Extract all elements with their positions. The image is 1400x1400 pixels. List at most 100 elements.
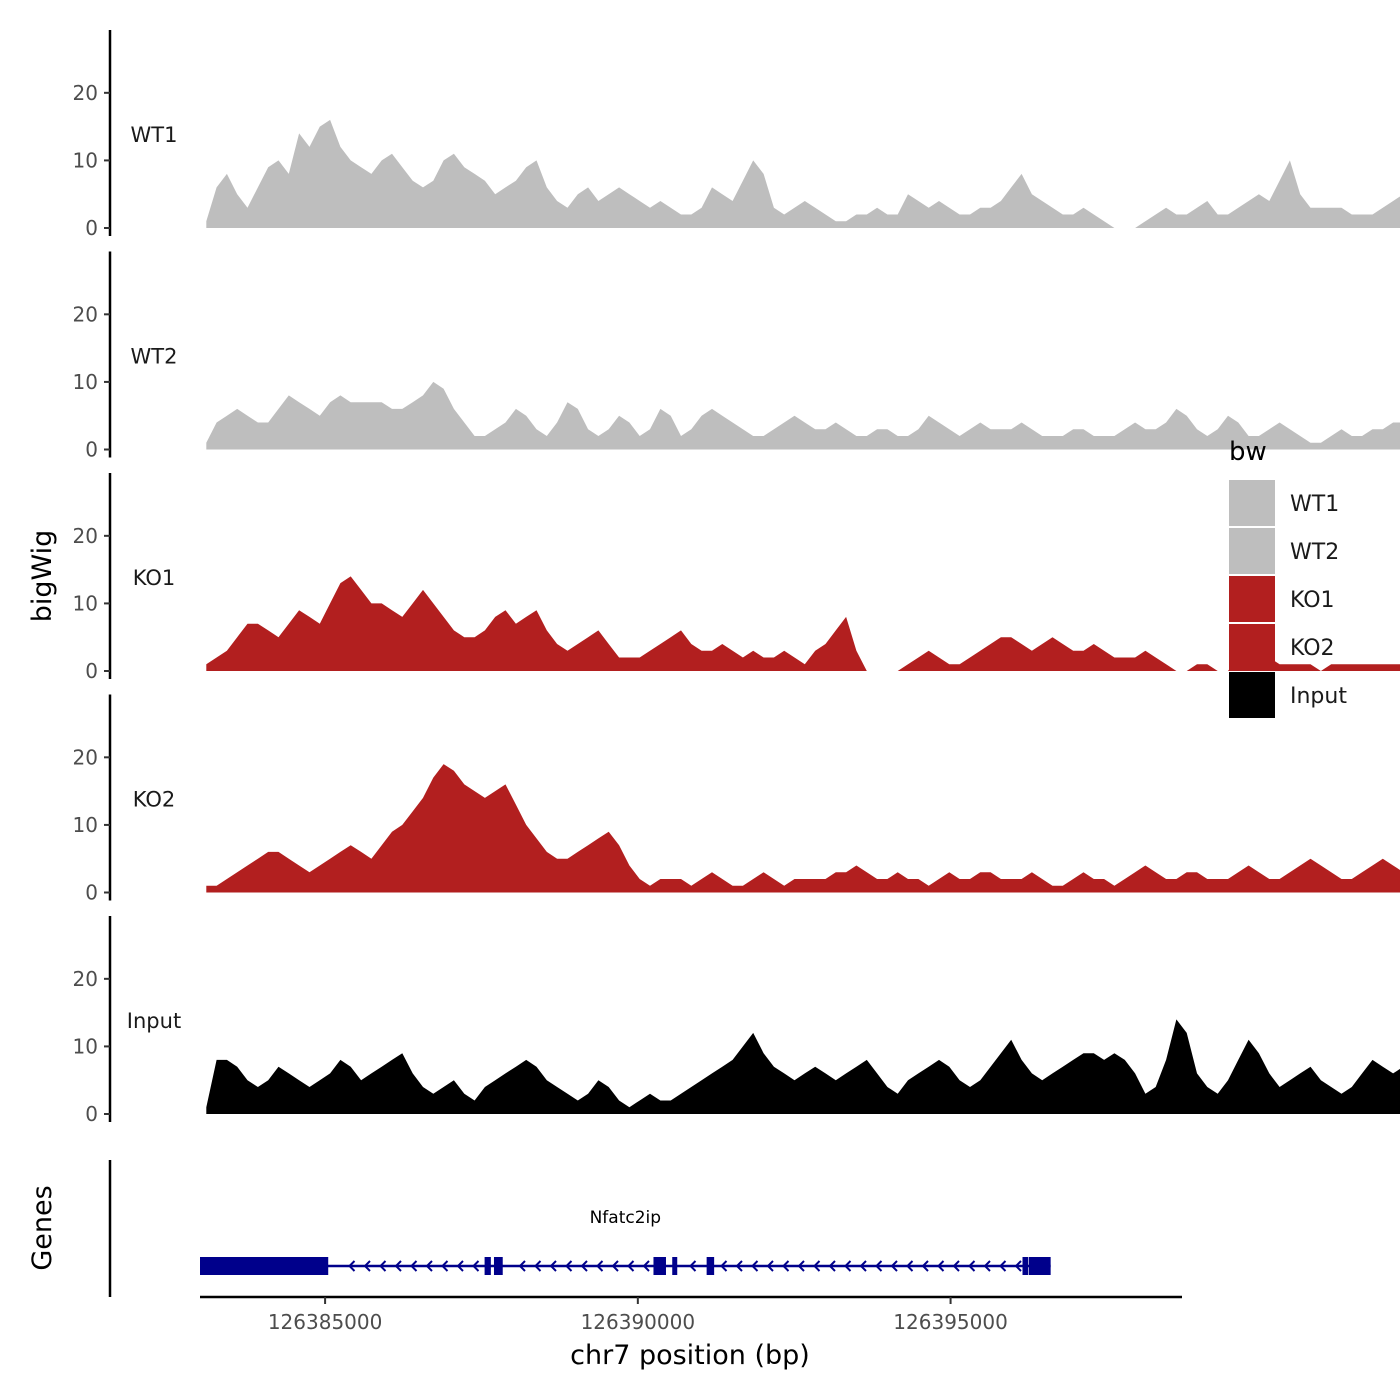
legend-swatch: [1229, 576, 1275, 622]
exon-block: [484, 1257, 491, 1275]
strand-arrow: [751, 1260, 759, 1272]
strand-arrow: [859, 1260, 867, 1272]
y-tick-label: 20: [73, 524, 98, 548]
y-tick-label: 20: [73, 745, 98, 769]
strand-arrow: [348, 1260, 356, 1272]
strand-arrow: [441, 1260, 449, 1272]
x-axis-title: chr7 position (bp): [570, 1340, 810, 1371]
legend-title: bw: [1229, 437, 1267, 467]
coverage-tracks: 0 10 20 WT1 0 10 20 WT2 0 10 20 KO1 0 10 20 KO2 0 10 20 Inp…: [73, 30, 1400, 1126]
coverage-area-input: [206, 1019, 1400, 1114]
y-tick-label: 0: [85, 1102, 98, 1126]
strand-arrow: [937, 1260, 945, 1272]
y-tick-label: 0: [85, 659, 98, 683]
strand-arrow: [410, 1260, 418, 1272]
y-tick-label: 10: [73, 591, 98, 615]
y-tick-label: 10: [73, 1034, 98, 1058]
track-wt2: 0 10 20 WT2: [73, 251, 1400, 462]
legend: bw WT1 WT2 KO1 KO2 Input: [1229, 437, 1347, 718]
track-ko2: 0 10 20 KO2: [73, 694, 1400, 905]
strand-arrow: [580, 1260, 588, 1272]
track-label: Input: [127, 1009, 181, 1033]
y-tick-label: 0: [85, 438, 98, 462]
strand-arrow: [472, 1260, 480, 1272]
strand-arrow: [1014, 1260, 1022, 1272]
strand-arrow: [735, 1260, 743, 1272]
track-label: WT1: [131, 123, 178, 147]
strand-arrow: [952, 1260, 960, 1272]
strand-arrow: [906, 1260, 914, 1272]
y-tick-label: 20: [73, 967, 98, 991]
y-axis-title: bigWig: [27, 530, 58, 623]
strand-arrow: [363, 1260, 371, 1272]
strand-arrow: [782, 1260, 790, 1272]
strand-arrow: [611, 1260, 619, 1272]
legend-swatch: [1229, 528, 1275, 574]
strand-arrow: [627, 1260, 635, 1272]
exon-block: [493, 1257, 503, 1275]
track-input: 0 10 20 Input: [73, 916, 1400, 1126]
track-label: KO1: [133, 566, 176, 590]
exon-block: [706, 1257, 715, 1275]
track-wt1: 0 10 20 WT1: [73, 30, 1400, 240]
exon-block: [672, 1257, 678, 1275]
strand-arrow: [999, 1260, 1007, 1272]
strand-arrow: [549, 1260, 557, 1272]
strand-arrow: [797, 1260, 805, 1272]
coverage-area-ko2: [206, 764, 1400, 893]
legend-label: KO1: [1290, 588, 1335, 613]
y-tick-label: 20: [73, 302, 98, 326]
x-tick-label: 126390000: [581, 1310, 696, 1334]
legend-label: WT2: [1290, 540, 1339, 565]
strand-arrow: [875, 1260, 883, 1272]
coverage-area-ko1: [206, 576, 1400, 671]
gene-track: Nfatc2ip: [108, 1160, 1051, 1297]
strand-arrow: [379, 1260, 387, 1272]
strand-arrow: [534, 1260, 542, 1272]
strand-arrow: [921, 1260, 929, 1272]
x-tick-label: 126385000: [268, 1310, 383, 1334]
legend-swatch: [1229, 624, 1275, 670]
gene-track-label: Genes: [27, 1185, 58, 1270]
strand-arrow: [565, 1260, 573, 1272]
y-tick-label: 10: [73, 813, 98, 837]
exon-block: [1022, 1257, 1029, 1275]
track-label: KO2: [133, 788, 176, 812]
strand-arrow: [394, 1260, 402, 1272]
y-tick-label: 20: [73, 81, 98, 105]
strand-arrows: [348, 1260, 1022, 1272]
legend-swatch: [1229, 672, 1275, 718]
strand-arrow: [425, 1260, 433, 1272]
x-axis: 126385000 126390000 126395000: [200, 1295, 1182, 1334]
legend-label: KO2: [1290, 636, 1335, 661]
y-tick-label: 10: [73, 148, 98, 172]
legend-swatch: [1229, 480, 1275, 526]
y-tick-label: 10: [73, 370, 98, 394]
coverage-area-wt1: [206, 119, 1400, 228]
track-label: WT2: [131, 345, 178, 369]
exon-block: [653, 1257, 666, 1275]
strand-arrow: [968, 1260, 976, 1272]
gene-name-label: Nfatc2ip: [590, 1208, 661, 1228]
coverage-area-wt2: [206, 381, 1400, 450]
y-tick-label: 0: [85, 216, 98, 240]
track-ko1: 0 10 20 KO1: [73, 473, 1400, 683]
x-tick-label: 126395000: [893, 1310, 1008, 1334]
strand-arrow: [983, 1260, 991, 1272]
strand-arrow: [518, 1260, 526, 1272]
legend-label: Input: [1290, 684, 1347, 709]
strand-arrow: [766, 1260, 774, 1272]
strand-arrow: [813, 1260, 821, 1272]
strand-arrow: [689, 1260, 697, 1272]
strand-arrow: [720, 1260, 728, 1272]
strand-arrow: [596, 1260, 604, 1272]
strand-arrow: [844, 1260, 852, 1272]
legend-label: WT1: [1290, 492, 1339, 517]
exon-block: [1028, 1257, 1051, 1275]
exon-block: [200, 1257, 329, 1275]
strand-arrow: [890, 1260, 898, 1272]
strand-arrow: [456, 1260, 464, 1272]
strand-arrow: [642, 1260, 650, 1272]
y-tick-label: 0: [85, 881, 98, 905]
